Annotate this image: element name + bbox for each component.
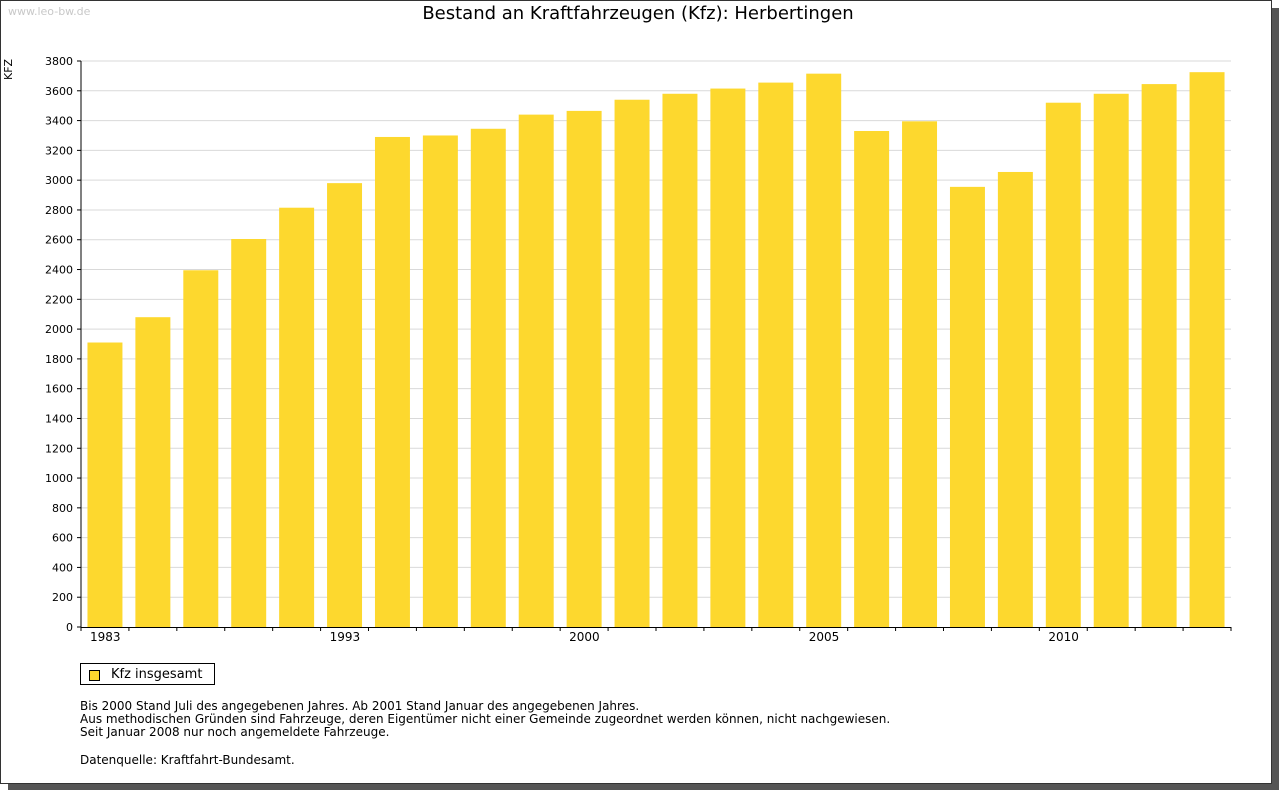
bar — [854, 131, 890, 628]
y-tick-label: 1200 — [45, 442, 73, 455]
bar — [662, 93, 698, 627]
watermark: www.leo-bw.de — [8, 5, 91, 18]
footnote-line: Bis 2000 Stand Juli des angegebenen Jahr… — [80, 699, 640, 713]
footnote-line: Seit Januar 2008 nur noch angemeldete Fa… — [80, 725, 390, 739]
bar — [566, 110, 602, 628]
bar — [1141, 84, 1177, 627]
bar — [135, 317, 171, 627]
x-tick-label: 2000 — [569, 630, 600, 644]
bar — [183, 270, 219, 627]
y-tick-label: 0 — [66, 621, 73, 634]
y-tick-label: 1000 — [45, 472, 73, 485]
x-tick-label: 1983 — [90, 630, 121, 644]
x-tick-label: 1993 — [330, 630, 361, 644]
bar — [518, 114, 554, 628]
bar — [231, 238, 267, 627]
bar — [1045, 102, 1081, 627]
frame-shadow-right — [1272, 8, 1279, 789]
data-source: Datenquelle: Kraftfahrt-Bundesamt. — [80, 753, 295, 767]
y-tick-label: 2200 — [45, 293, 73, 306]
y-tick-label: 400 — [52, 561, 73, 574]
bar — [470, 128, 506, 627]
frame-shadow-bottom — [8, 784, 1279, 790]
bar — [758, 82, 794, 628]
footnote-line: Aus methodischen Gründen sind Fahrzeuge,… — [80, 712, 891, 726]
y-tick-label: 1600 — [45, 383, 73, 396]
bar — [1093, 93, 1129, 627]
y-tick-label: 200 — [52, 591, 73, 604]
x-tick-label: 2010 — [1048, 630, 1079, 644]
bar — [422, 135, 458, 627]
x-tick-label: 2005 — [809, 630, 840, 644]
bar — [87, 342, 123, 627]
y-tick-label: 2400 — [45, 264, 73, 277]
bar-chart: 0 200 400 600 800 1000 1200 1400 1600 1800 2000 220… — [45, 55, 1232, 644]
y-tick-label: 3200 — [45, 144, 73, 157]
y-tick-label: 3400 — [45, 115, 73, 128]
y-tick-label: 2800 — [45, 204, 73, 217]
chart-title: Bestand an Kraftfahrzeugen (Kfz): Herber… — [422, 3, 854, 24]
bar — [1189, 72, 1225, 628]
legend: Kfz insgesamt — [80, 663, 215, 685]
bar — [902, 121, 938, 628]
bar — [327, 183, 363, 627]
bar — [710, 88, 746, 628]
legend-swatch — [89, 670, 100, 681]
y-tick-label: 600 — [52, 532, 73, 545]
bar — [949, 186, 985, 627]
y-tick-label: 1400 — [45, 412, 73, 425]
footnotes: Bis 2000 Stand Juli des angegebenen Jahr… — [80, 700, 890, 739]
y-tick-label: 2000 — [45, 323, 73, 336]
legend-label: Kfz insgesamt — [111, 667, 203, 682]
bar — [997, 171, 1033, 627]
y-tick-label: 3600 — [45, 85, 73, 98]
y-tick-label: 800 — [52, 502, 73, 515]
y-tick-label: 1800 — [45, 353, 73, 366]
y-tick-label: 3800 — [45, 55, 73, 68]
bar — [806, 73, 842, 628]
bar — [279, 207, 315, 627]
bar — [614, 99, 650, 627]
y-tick-label: 2600 — [45, 234, 73, 247]
y-tick-label: 3000 — [45, 174, 73, 187]
bar — [374, 136, 410, 627]
